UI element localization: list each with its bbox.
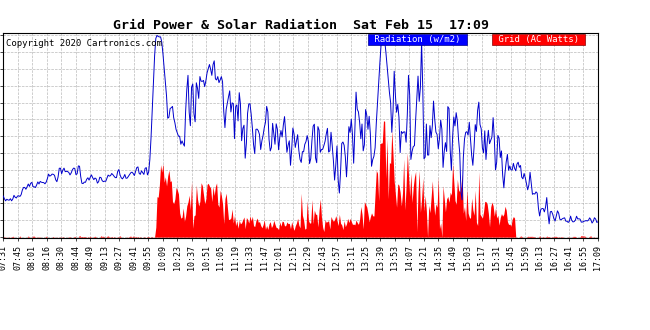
Text: Grid (AC Watts): Grid (AC Watts) [493, 35, 584, 44]
Title: Grid Power & Solar Radiation  Sat Feb 15  17:09: Grid Power & Solar Radiation Sat Feb 15 … [112, 19, 489, 32]
Text: Radiation (w/m2): Radiation (w/m2) [369, 35, 466, 44]
Text: Copyright 2020 Cartronics.com: Copyright 2020 Cartronics.com [6, 39, 162, 48]
